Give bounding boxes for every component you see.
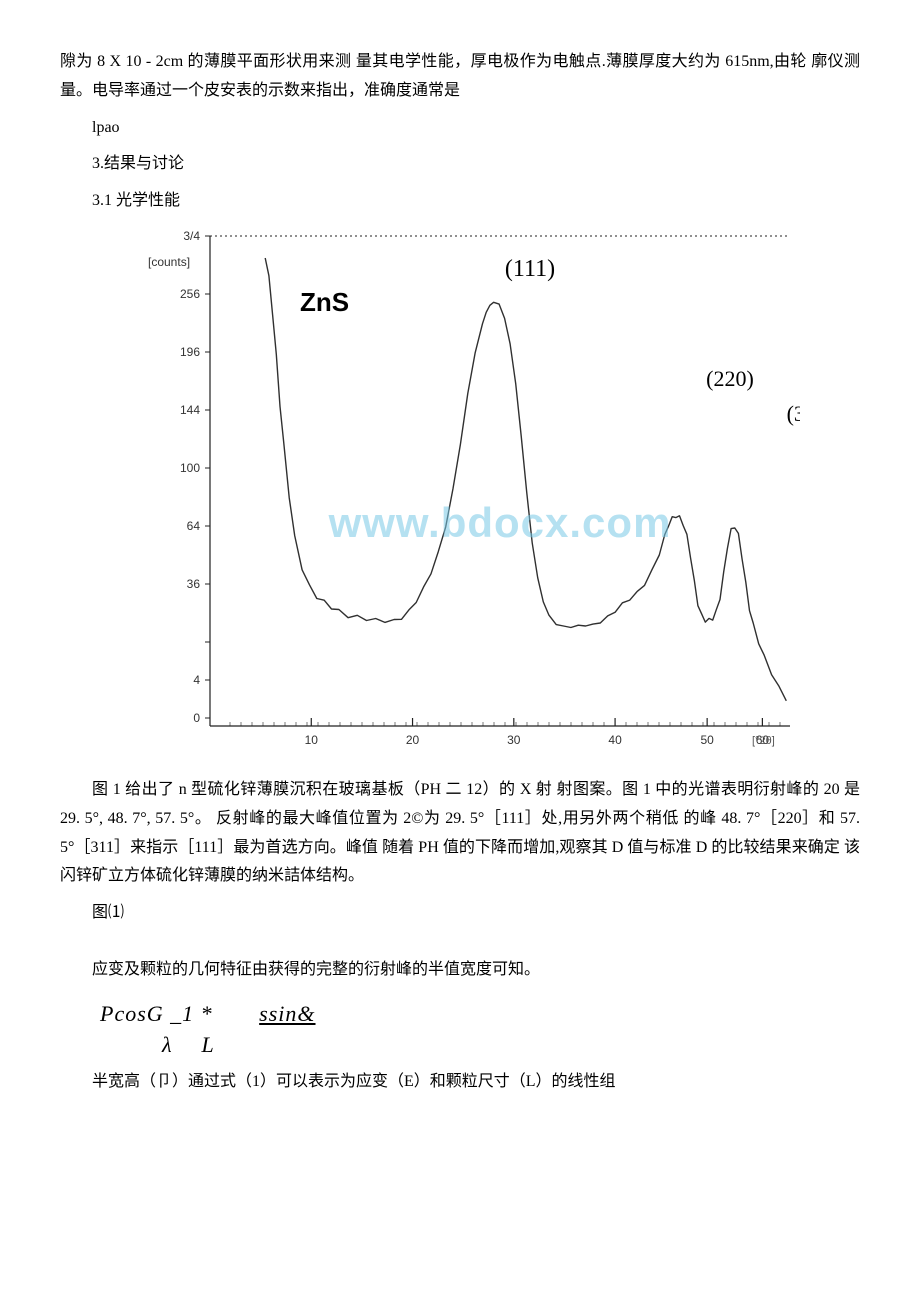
eq-ssin: ssin& <box>259 1001 315 1026</box>
paragraph-8: 半宽高（卩）通过式（1）可以表示为应变（E）和颗粒尺寸（L）的线性组 <box>60 1068 860 1097</box>
xrd-svg: 3/4256196144100643640[counts]10203040506… <box>140 226 800 766</box>
svg-text:50: 50 <box>700 733 714 747</box>
svg-text:(220): (220) <box>706 366 754 391</box>
heading-results: 3.结果与讨论 <box>60 150 860 179</box>
svg-text:[counts]: [counts] <box>148 255 190 269</box>
svg-text:36: 36 <box>187 577 201 591</box>
svg-text:144: 144 <box>180 403 200 417</box>
svg-text:10: 10 <box>305 733 319 747</box>
paragraph-2: lpao <box>60 114 860 143</box>
svg-text:3/4: 3/4 <box>183 229 200 243</box>
eq-L: L <box>202 1032 244 1057</box>
paragraph-5: 图 1 给出了 n 型硫化锌薄膜沉积在玻璃基板（PH 二 12）的 X 射 射图… <box>60 776 860 891</box>
xrd-chart: 3/4256196144100643640[counts]10203040506… <box>140 226 860 766</box>
figure-caption: 图⑴ <box>60 899 860 928</box>
svg-text:20: 20 <box>406 733 420 747</box>
svg-text:0: 0 <box>193 711 200 725</box>
svg-text:196: 196 <box>180 345 200 359</box>
eq-mid: _1 * <box>170 1001 213 1026</box>
svg-text:100: 100 <box>180 461 200 475</box>
svg-text:(311): (311) <box>787 401 800 426</box>
svg-text:40: 40 <box>608 733 622 747</box>
svg-text:[°2θ]: [°2θ] <box>752 735 775 747</box>
eq-lambda: λ <box>162 1032 202 1057</box>
svg-text:(111): (111) <box>505 256 555 282</box>
paragraph-7: 应变及颗粒的几何特征由获得的完整的衍射峰的半值宽度可知。 <box>60 956 860 985</box>
svg-text:64: 64 <box>187 519 201 533</box>
eq-pcosg: PcosG <box>100 1001 164 1026</box>
svg-text:30: 30 <box>507 733 521 747</box>
svg-text:ZnS: ZnS <box>300 287 349 317</box>
svg-text:256: 256 <box>180 287 200 301</box>
equation-1: PcosG _1 * ssin& λL <box>100 999 860 1061</box>
heading-optical: 3.1 光学性能 <box>60 187 860 216</box>
svg-text:4: 4 <box>193 673 200 687</box>
paragraph-1: 隙为 8 X 10 - 2cm 的薄膜平面形状用来测 量其电学性能，厚电极作为电… <box>60 48 860 106</box>
